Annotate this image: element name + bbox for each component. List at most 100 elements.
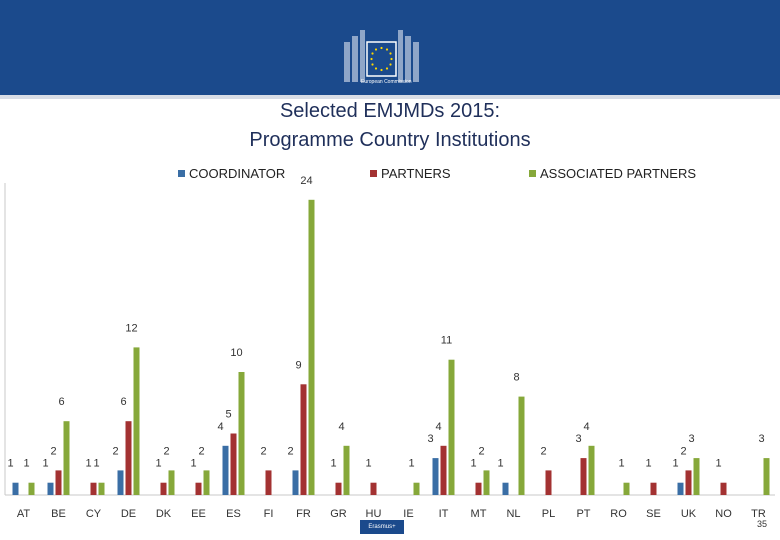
bar-associated-partners-dk bbox=[168, 470, 175, 495]
bar-coordinator-be bbox=[47, 482, 54, 495]
bar-partners-fi bbox=[265, 470, 272, 495]
bar-partners-fr bbox=[300, 384, 307, 495]
bar-partners-uk bbox=[685, 470, 692, 495]
category-label-de: DE bbox=[121, 508, 136, 520]
data-label-partners-mt: 1 bbox=[470, 458, 476, 470]
category-label-fi: FI bbox=[264, 508, 274, 520]
data-label-partners-se: 1 bbox=[645, 458, 651, 470]
data-label-partners-it: 4 bbox=[435, 421, 441, 433]
data-label-associated-partners-cy: 1 bbox=[93, 458, 99, 470]
data-label-coordinator-uk: 1 bbox=[672, 458, 678, 470]
category-label-gr: GR bbox=[330, 508, 347, 520]
bar-associated-partners-pt bbox=[588, 445, 595, 495]
bar-associated-partners-uk bbox=[693, 458, 700, 495]
category-label-pl: PL bbox=[542, 508, 555, 520]
bar-associated-partners-fr bbox=[308, 199, 315, 496]
bar-associated-partners-it bbox=[448, 359, 455, 495]
bar-partners-be bbox=[55, 470, 62, 495]
category-label-dk: DK bbox=[156, 508, 172, 520]
bar-coordinator-es bbox=[222, 445, 229, 495]
bar-coordinator-fr bbox=[292, 470, 299, 495]
data-label-partners-hu: 1 bbox=[365, 458, 371, 470]
data-label-associated-partners-es: 10 bbox=[230, 347, 242, 359]
bar-associated-partners-gr bbox=[343, 445, 350, 495]
legend-item-associated-partners: ASSOCIATED PARTNERS bbox=[529, 166, 696, 181]
legend-swatch-partners bbox=[370, 170, 377, 177]
data-label-partners-cy: 1 bbox=[85, 458, 91, 470]
bar-associated-partners-mt bbox=[483, 470, 490, 495]
category-label-ee: EE bbox=[191, 508, 206, 520]
bar-partners-gr bbox=[335, 482, 342, 495]
category-label-be: BE bbox=[51, 508, 66, 520]
bar-partners-pl bbox=[545, 470, 552, 495]
data-label-associated-partners-mt: 2 bbox=[478, 445, 484, 457]
data-label-associated-partners-de: 12 bbox=[125, 322, 137, 334]
category-label-hu: HU bbox=[366, 508, 382, 520]
bar-associated-partners-at bbox=[28, 482, 35, 495]
bar-coordinator-uk bbox=[677, 482, 684, 495]
data-label-coordinator-at: 1 bbox=[7, 458, 13, 470]
chart-title-line1: Selected EMJMDs 2015: bbox=[279, 100, 501, 122]
data-label-partners-gr: 1 bbox=[330, 458, 336, 470]
legend-label-partners: PARTNERS bbox=[381, 166, 451, 181]
data-label-partners-uk: 2 bbox=[680, 445, 686, 457]
bar-associated-partners-ee bbox=[203, 470, 210, 495]
data-label-coordinator-fr: 2 bbox=[287, 445, 293, 457]
bar-partners-cy bbox=[90, 482, 97, 495]
category-label-cy: CY bbox=[86, 508, 102, 520]
category-label-es: ES bbox=[226, 508, 241, 520]
data-label-associated-partners-pt: 4 bbox=[583, 421, 589, 433]
erasmus-plus-logo: Erasmus+ bbox=[360, 520, 404, 534]
bar-partners-mt bbox=[475, 482, 482, 495]
bar-associated-partners-de bbox=[133, 347, 140, 495]
bar-associated-partners-es bbox=[238, 372, 245, 495]
data-label-partners-es: 5 bbox=[225, 409, 231, 421]
bar-partners-de bbox=[125, 421, 132, 495]
category-label-se: SE bbox=[646, 508, 661, 520]
data-label-partners-dk: 1 bbox=[155, 458, 161, 470]
data-label-associated-partners-at: 1 bbox=[23, 458, 29, 470]
bar-associated-partners-ro bbox=[623, 482, 630, 495]
data-label-associated-partners-ro: 1 bbox=[618, 458, 624, 470]
data-label-associated-partners-it: 11 bbox=[441, 335, 452, 347]
chart-title-line2: Programme Country Institutions bbox=[249, 129, 531, 151]
legend-item-partners: PARTNERS bbox=[370, 166, 451, 181]
bar-partners-es bbox=[230, 433, 237, 495]
category-label-uk: UK bbox=[681, 508, 697, 520]
header-stripe bbox=[0, 95, 780, 99]
data-label-associated-partners-uk: 3 bbox=[688, 433, 694, 445]
legend-item-coordinator: COORDINATOR bbox=[178, 166, 285, 181]
category-label-fr: FR bbox=[296, 508, 311, 520]
data-label-partners-fi: 2 bbox=[260, 445, 266, 457]
data-label-coordinator-de: 2 bbox=[112, 445, 118, 457]
category-label-ro: RO bbox=[610, 508, 627, 520]
eu-flag-building-icon bbox=[344, 30, 419, 82]
bar-partners-hu bbox=[370, 482, 377, 495]
data-label-associated-partners-tr: 3 bbox=[758, 433, 764, 445]
data-label-partners-pt: 3 bbox=[575, 433, 581, 445]
bar-partners-no bbox=[720, 482, 727, 495]
data-label-associated-partners-ie: 1 bbox=[408, 458, 414, 470]
logo-text: European Commission bbox=[361, 79, 412, 85]
category-label-at: AT bbox=[17, 508, 31, 520]
data-label-coordinator-it: 3 bbox=[427, 433, 433, 445]
data-label-partners-be: 2 bbox=[50, 445, 56, 457]
bar-partners-pt bbox=[580, 458, 587, 495]
data-label-associated-partners-gr: 4 bbox=[338, 421, 344, 433]
bar-partners-it bbox=[440, 445, 447, 495]
bar-associated-partners-ie bbox=[413, 482, 420, 495]
bar-coordinator-de bbox=[117, 470, 124, 495]
legend-label-coordinator: COORDINATOR bbox=[189, 166, 286, 181]
data-label-coordinator-be: 1 bbox=[42, 458, 48, 470]
data-label-partners-pl: 2 bbox=[540, 445, 546, 457]
bar-partners-ee bbox=[195, 482, 202, 495]
data-label-coordinator-es: 4 bbox=[217, 421, 223, 433]
data-label-associated-partners-ee: 2 bbox=[198, 445, 204, 457]
data-label-partners-ee: 1 bbox=[190, 458, 196, 470]
bar-coordinator-at bbox=[12, 482, 19, 495]
legend-swatch-associated-partners bbox=[529, 170, 536, 177]
page-number: 35 bbox=[757, 519, 768, 529]
data-label-partners-fr: 9 bbox=[295, 359, 301, 371]
category-label-it: IT bbox=[439, 508, 449, 520]
